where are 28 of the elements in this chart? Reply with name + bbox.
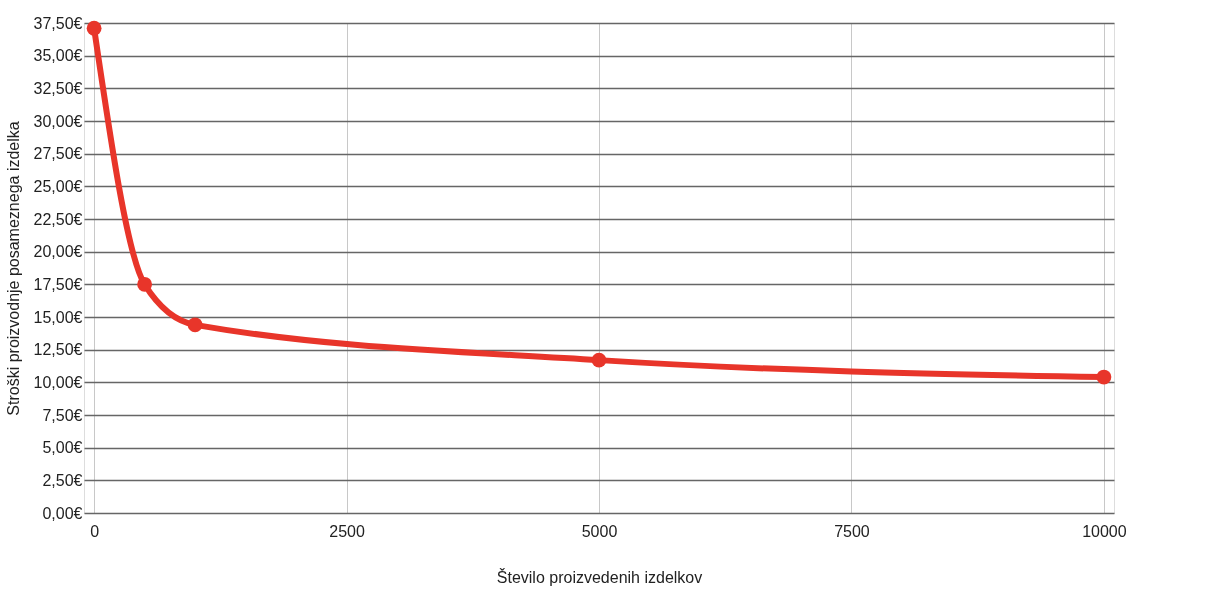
y-tick-label: 35,00€ <box>33 47 83 65</box>
y-tick-label: 22,50€ <box>33 210 83 228</box>
x-tick-label: 10000 <box>1082 522 1127 540</box>
x-tick-label: 7500 <box>834 522 870 540</box>
y-tick-label: 25,00€ <box>33 177 83 195</box>
point <box>591 352 607 368</box>
point <box>137 276 152 292</box>
y-tick-label: 27,50€ <box>33 145 83 163</box>
x-tick-label: 0 <box>90 522 100 540</box>
y-tick-label: 30,00€ <box>33 112 83 130</box>
y-tick-label: 32,50€ <box>33 79 83 97</box>
y-tick-label: 0,00€ <box>42 504 83 522</box>
point <box>86 20 102 36</box>
y-tick-label: 37,50€ <box>33 14 83 32</box>
point <box>1096 369 1112 385</box>
x-axis-title: Število proizvedenih izdelkov <box>496 567 703 586</box>
y-tick-label: 2,50€ <box>42 471 83 489</box>
x-tick-label: 2500 <box>329 522 365 540</box>
y-tick-label: 10,00€ <box>33 373 83 391</box>
y-tick-label: 5,00€ <box>42 439 83 457</box>
y-axis-title: Stroški proizvodnje posameznega izdelka <box>4 121 22 416</box>
y-tick-label: 15,00€ <box>33 308 83 326</box>
y-tick-label: 12,50€ <box>33 341 83 359</box>
y-tick-label: 20,00€ <box>33 243 83 261</box>
x-tick-label: 5000 <box>581 522 618 540</box>
y-tick-label: 17,50€ <box>33 275 83 293</box>
y-tick-label: 7,50€ <box>42 406 83 424</box>
point <box>187 317 203 333</box>
